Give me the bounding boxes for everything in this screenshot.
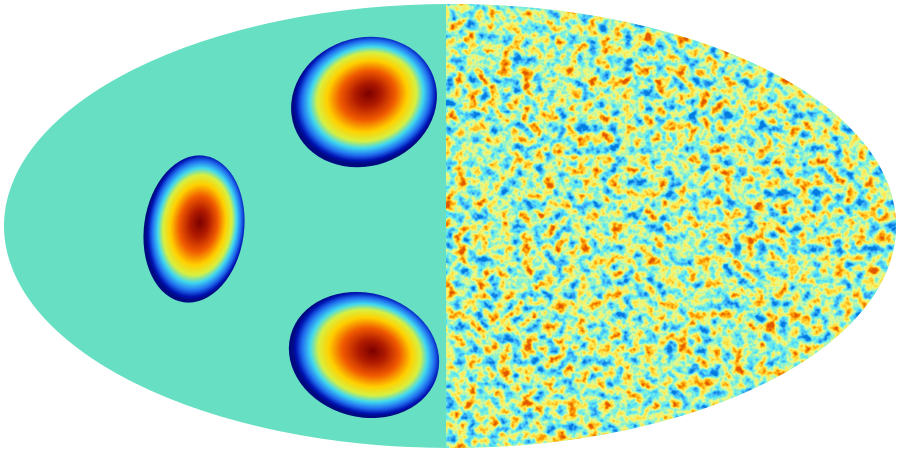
blob-left xyxy=(143,155,245,303)
noise-half xyxy=(446,4,896,448)
noise-field xyxy=(446,4,896,448)
blob-top xyxy=(291,36,437,168)
blob-bottom xyxy=(288,291,440,419)
